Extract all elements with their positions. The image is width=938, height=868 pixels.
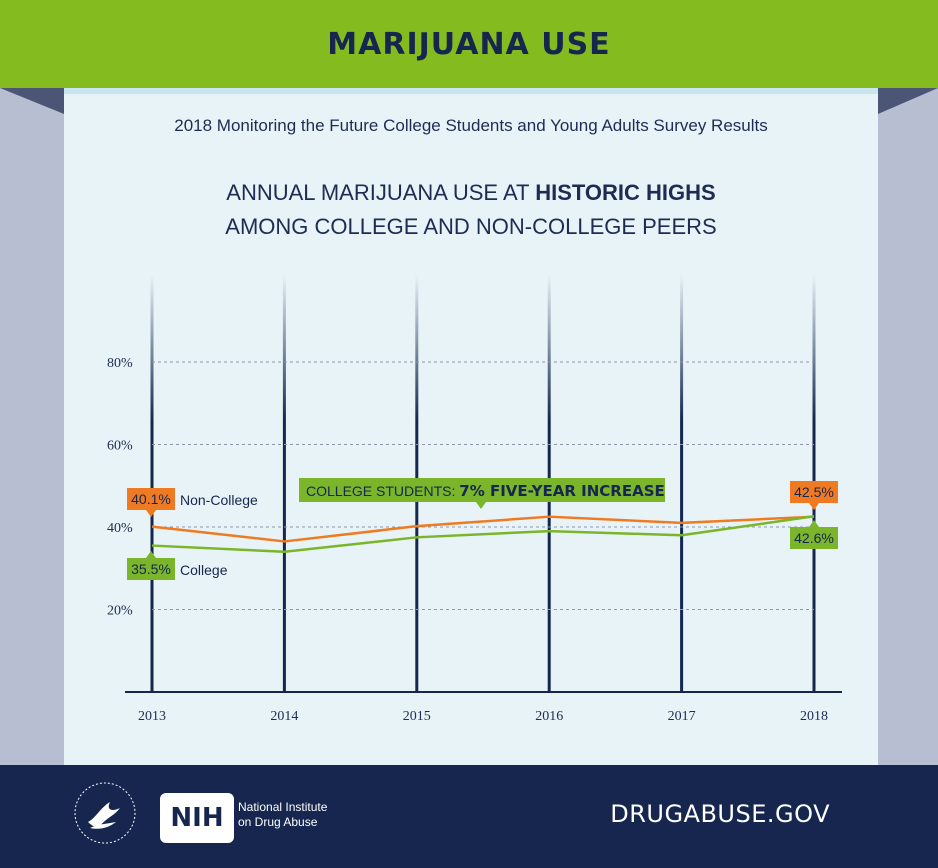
heading-line-1-plain: ANNUAL MARIJUANA USE AT	[226, 180, 536, 205]
noncollege-end-value-label: 42.5%	[794, 484, 834, 500]
series-line-college	[151, 515, 815, 553]
title-banner: MARIJUANA USE	[0, 0, 938, 88]
ribbon-fold-left	[0, 88, 64, 114]
nih-logo-text: NIH	[170, 803, 224, 833]
callout-box	[299, 478, 665, 502]
noncollege-start-value-box	[127, 488, 175, 510]
heading-line-1-bold: HISTORIC HIGHS	[535, 180, 716, 205]
year-pole	[150, 275, 154, 692]
x-tick-label: 2015	[403, 709, 431, 724]
x-tick-label: 2016	[535, 709, 563, 724]
noncollege-end-value-pointer	[809, 503, 819, 510]
x-tick-label: 2017	[668, 709, 696, 724]
series-line-non-college	[151, 515, 815, 543]
chart-panel	[64, 93, 878, 765]
college-start-value-box	[127, 558, 175, 580]
y-tick-label: 80%	[107, 356, 133, 371]
heading-line-2: AMONG COLLEGE AND NON-COLLEGE PEERS	[225, 214, 717, 239]
callout-pointer	[476, 502, 486, 509]
noncollege-start-value-label: 40.1%	[131, 491, 171, 507]
nida-name-line-2: on Drug Abuse	[238, 815, 318, 829]
x-tick-label: 2013	[138, 709, 166, 724]
noncollege-start-value-pointer	[146, 510, 156, 517]
callout-text: COLLEGE STUDENTS: 7% FIVE-YEAR INCREASE	[306, 482, 665, 500]
college-end-value-box	[790, 527, 838, 549]
college-series-label: College	[180, 562, 228, 578]
ribbon-fold-right	[878, 88, 938, 114]
panel-top-strip	[64, 88, 878, 94]
year-pole	[680, 275, 684, 692]
year-pole	[282, 275, 286, 692]
nida-name: National Institute on Drug Abuse	[238, 800, 327, 830]
heading-line-1: ANNUAL MARIJUANA USE AT HISTORIC HIGHS	[64, 176, 878, 210]
chart-heading: ANNUAL MARIJUANA USE AT HISTORIC HIGHS A…	[64, 176, 878, 244]
noncollege-series-label: Non-College	[180, 492, 258, 508]
side-band-left	[0, 88, 64, 768]
college-end-value-pointer	[809, 520, 819, 527]
nih-logo: NIH	[160, 793, 234, 843]
college-start-value-pointer	[146, 551, 156, 558]
callout-bold: 7% FIVE-YEAR INCREASE	[459, 482, 664, 500]
banner-title: MARIJUANA USE	[327, 26, 611, 62]
college-start-value-label: 35.5%	[131, 561, 171, 577]
footer-bar	[0, 765, 938, 868]
y-tick-label: 60%	[107, 439, 133, 454]
side-band-right	[878, 88, 938, 768]
footer-url: DRUGABUSE.GOV	[610, 800, 830, 828]
x-tick-label: 2018	[800, 709, 828, 724]
x-tick-label: 2014	[270, 709, 298, 724]
hhs-seal-icon	[74, 782, 136, 844]
nida-name-line-1: National Institute	[238, 800, 328, 814]
y-tick-label: 20%	[107, 604, 133, 619]
y-tick-label: 40%	[107, 521, 133, 536]
college-end-value-label: 42.6%	[794, 530, 834, 546]
survey-subtitle: 2018 Monitoring the Future College Stude…	[174, 116, 768, 135]
callout-prefix: COLLEGE STUDENTS:	[306, 483, 459, 499]
noncollege-end-value-box	[790, 481, 838, 503]
